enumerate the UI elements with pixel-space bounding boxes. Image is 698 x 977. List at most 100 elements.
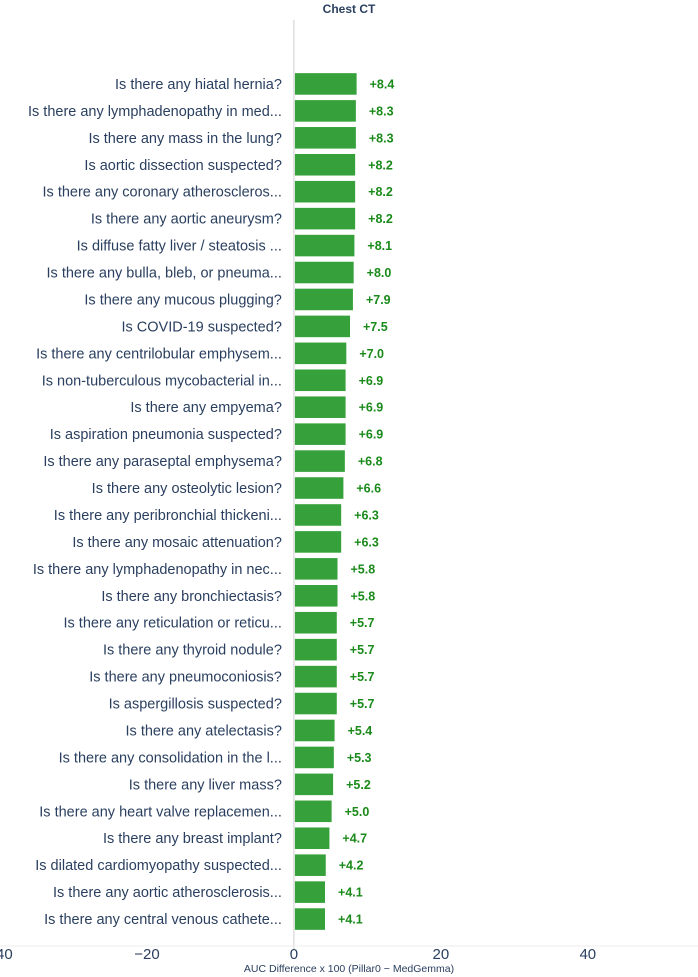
bar	[294, 881, 326, 903]
bar	[294, 531, 342, 553]
bar	[294, 315, 350, 338]
category-label: Is COVID-19 suspected?	[122, 319, 282, 335]
value-label: +5.4	[348, 724, 373, 738]
bar	[294, 450, 345, 472]
category-label: Is there any peribronchial thickeni...	[54, 508, 282, 524]
category-label: Is there any aortic aneurysm?	[91, 212, 282, 228]
category-label: Is there any lymphadenopathy in nec...	[33, 562, 282, 578]
value-label: +5.7	[350, 670, 375, 684]
bar	[294, 746, 334, 769]
gridlines	[0, 20, 698, 950]
value-label: +7.0	[359, 347, 384, 361]
x-tick-labels: −40 −20 0 20 40	[0, 946, 596, 963]
value-label: +8.2	[368, 185, 393, 199]
category-label: Is there any pneumoconiosis?	[89, 670, 282, 686]
bar	[294, 423, 346, 445]
bar	[294, 800, 332, 823]
category-label: Is there any lymphadenopathy in med...	[28, 104, 282, 120]
category-label: Is dilated cardiomyopathy suspected...	[35, 858, 282, 874]
value-label: +8.4	[370, 77, 395, 91]
bar	[294, 908, 326, 930]
value-label: +8.2	[368, 158, 393, 172]
bar	[294, 477, 344, 499]
category-label: Is aspiration pneumonia suspected?	[50, 427, 282, 443]
value-label: +5.7	[350, 697, 375, 711]
bar	[294, 288, 353, 311]
bar	[294, 396, 346, 418]
bar	[294, 719, 335, 742]
category-label: Is there any bronchiectasis?	[101, 589, 282, 605]
value-label: +7.5	[363, 320, 388, 334]
value-label: +5.7	[350, 643, 375, 657]
value-label: +6.6	[356, 482, 381, 496]
value-label: +4.7	[342, 832, 367, 846]
bar	[294, 207, 356, 230]
category-label: Is there any consolidation in the l...	[59, 750, 282, 766]
value-label: +5.7	[350, 616, 375, 630]
value-label: +8.0	[367, 266, 392, 280]
x-tick-label: 0	[290, 946, 298, 963]
value-label: +5.2	[346, 778, 371, 792]
value-label: +6.3	[354, 508, 379, 522]
bar	[294, 558, 338, 580]
category-label: Is there any mucous plugging?	[84, 292, 282, 308]
value-label: +5.8	[351, 562, 376, 576]
category-label: Is there any mosaic attenuation?	[72, 535, 282, 551]
category-label: Is there any heart valve replacemen...	[39, 804, 282, 820]
bar	[294, 127, 356, 149]
bar	[294, 827, 330, 850]
category-label: Is there any paraseptal emphysema?	[43, 454, 282, 470]
bar	[294, 369, 346, 392]
bar	[294, 342, 347, 365]
value-label: +6.8	[358, 455, 383, 469]
category-label: Is there any liver mass?	[129, 777, 282, 793]
bar	[294, 692, 337, 715]
value-label: +7.9	[366, 293, 391, 307]
bar	[294, 261, 354, 284]
value-label: +6.3	[354, 535, 379, 549]
category-label: Is there any osteolytic lesion?	[92, 481, 282, 497]
category-label: Is there any thyroid nodule?	[103, 643, 282, 659]
bar	[294, 180, 356, 203]
value-labels: +8.4 +8.3 +8.3 +8.2 +8.2 +8.2 +8.1 +8.0 +7.9 +7.5…	[338, 77, 394, 926]
category-label: Is aortic dissection suspected?	[84, 158, 281, 174]
category-label: Is diffuse fatty liver / steatosis ...	[77, 239, 282, 255]
bar	[294, 234, 355, 257]
category-label: Is there any empyema?	[130, 400, 282, 416]
value-label: +8.1	[367, 239, 392, 253]
category-label: Is there any aortic atherosclerosis...	[53, 885, 282, 901]
category-label: Is there any centrilobular emphysem...	[36, 346, 282, 362]
x-tick-label: −20	[134, 946, 159, 963]
category-label: Is there any reticulation or reticu...	[63, 616, 281, 632]
x-tick-label: 20	[432, 946, 449, 963]
bar	[294, 665, 337, 688]
bar	[294, 773, 334, 796]
value-label: +4.1	[338, 886, 363, 900]
value-label: +4.1	[338, 913, 363, 927]
value-label: +5.3	[347, 751, 372, 765]
bar	[294, 504, 342, 526]
category-label: Is there any coronary atheroscleros...	[43, 185, 282, 201]
x-axis-title: AUC Difference x 100 (Pillar0 − MedGemma…	[244, 963, 454, 975]
bar	[294, 100, 356, 122]
value-label: +6.9	[359, 374, 384, 388]
category-labels: Is there any hiatal hernia? Is there any …	[28, 77, 282, 928]
value-label: +6.9	[359, 428, 384, 442]
value-label: +6.9	[359, 401, 384, 415]
category-label: Is there any bulla, bleb, or pneuma...	[47, 266, 282, 282]
category-label: Is there any mass in the lung?	[88, 131, 281, 147]
x-tick-label: −40	[0, 946, 13, 963]
category-label: Is aspergillosis suspected?	[109, 697, 282, 713]
value-label: +8.2	[368, 212, 393, 226]
bar	[294, 638, 337, 661]
bar	[294, 854, 326, 876]
value-label: +5.0	[345, 805, 370, 819]
bar	[294, 73, 357, 95]
category-label: Is there any atelectasis?	[126, 723, 282, 739]
bars	[294, 73, 357, 930]
bar	[294, 153, 356, 176]
bar	[294, 611, 337, 634]
x-tick-label: 40	[579, 946, 596, 963]
value-label: +5.8	[351, 589, 376, 603]
